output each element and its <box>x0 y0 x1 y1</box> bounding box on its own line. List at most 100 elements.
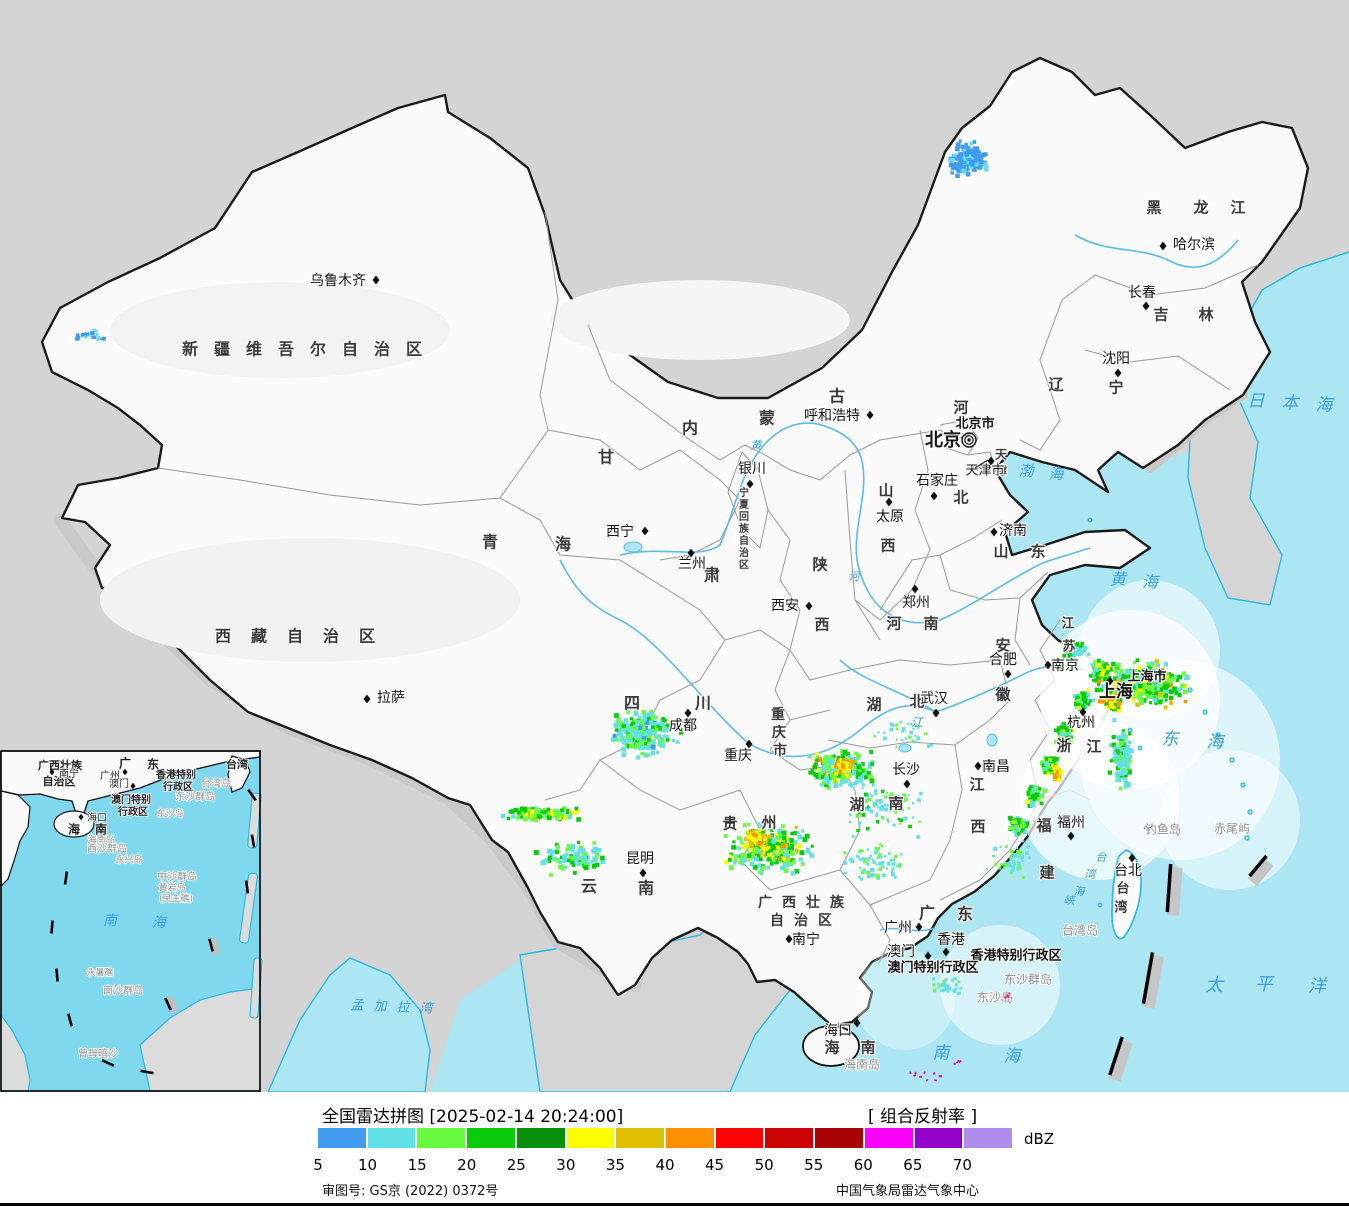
city-marker-diamond <box>974 761 982 771</box>
taiwan-island <box>1111 849 1142 940</box>
province-label-xinjiang: 治 <box>374 340 390 359</box>
city-marker-diamond <box>853 1018 861 1028</box>
province-label-xizang: 自 <box>287 627 303 646</box>
province-label-xinjiang: 维 <box>246 340 262 359</box>
city-marker-diamond <box>372 275 380 285</box>
legend-value-label: 65 <box>903 1156 923 1174</box>
province-label-ningxia: 族 <box>739 522 750 535</box>
product-type-label: [ 组合反射率 ] <box>868 1107 978 1127</box>
city-label-shanghai: 上海 <box>1099 681 1133 702</box>
legend-color-segment <box>666 1128 714 1148</box>
city-label-aomen-sar: 澳门特别行政区 <box>887 960 978 976</box>
city-marker-diamond <box>641 526 649 536</box>
city-marker-diamond <box>1079 707 1087 717</box>
province-label-gansu: 肃 <box>704 566 720 585</box>
terrain-tarim <box>110 282 450 378</box>
korea-peninsula <box>1187 397 1283 606</box>
province-label-guangxi: 区 <box>818 913 832 929</box>
city-marker-diamond <box>1004 669 1012 679</box>
city-marker-diamond <box>49 768 55 776</box>
province-label-guangdong: 广 <box>919 904 935 923</box>
legend-value-label: 30 <box>556 1156 576 1174</box>
sea-label-huanghai: 黄 <box>1110 570 1128 589</box>
sea-label-taiwanhaixia: 台 <box>1096 851 1108 864</box>
province-label-neimenggu: 内 <box>682 419 698 438</box>
offshore-islands <box>1087 517 1253 908</box>
province-label-hunan: 湖 <box>849 796 864 814</box>
legend-value-label: 55 <box>804 1156 824 1174</box>
city-marker-diamond <box>746 479 754 489</box>
legend-color-segment <box>765 1128 814 1148</box>
inset-hainan <box>53 810 95 838</box>
sea-label-taipingyang: 平 <box>1255 974 1275 995</box>
city-label-lasa: 拉萨 <box>377 690 405 706</box>
province-label-guangxi: 壮 <box>806 894 820 911</box>
city-label-changchun: 长春 <box>1128 285 1156 301</box>
legend-value-label: 70 <box>952 1156 972 1174</box>
province-label-hubei: 湖 <box>866 696 881 714</box>
inset-label: 东沙岛 <box>156 808 183 820</box>
province-label-xizang: 治 <box>323 627 339 646</box>
province-label-ningxia: 自 <box>739 534 749 547</box>
province-label-tianjin: 天 <box>995 448 1008 462</box>
legend-value-label: 10 <box>358 1156 378 1174</box>
province-label-guangxi: 广 <box>758 894 772 911</box>
nine-dash-line-layer <box>1108 854 1274 1082</box>
province-label-chongqing: 市 <box>773 742 787 759</box>
sea-label-ribenhai: 海 <box>1316 396 1336 416</box>
province-label-liaoning: 宁 <box>1108 379 1123 397</box>
province-label-hunan: 南 <box>888 795 903 813</box>
province-label-xizang: 区 <box>359 627 375 646</box>
inset-label: 台湾 <box>226 757 248 771</box>
city-label-shenyang: 沈阳 <box>1102 351 1130 367</box>
map-labels-layer: 新疆维吾尔自治区西藏自治区青 海甘肃内蒙古宁夏回族自治区 陕西山西河北山 东河 南安徽江… <box>76 197 1336 1082</box>
province-label-ningxia: 治 <box>739 546 749 559</box>
legend-value-label: 25 <box>506 1156 526 1174</box>
province-label-gansu: 甘 <box>598 448 614 467</box>
legend-value-label: 35 <box>605 1156 625 1174</box>
inset-taiwan <box>227 755 251 793</box>
island-label: 东沙群岛 <box>1004 972 1052 987</box>
province-label-hainan: 南 <box>860 1039 875 1057</box>
province-label-hainan: 海 <box>824 1039 839 1057</box>
sea-label-mengjialawan: 加 <box>373 1000 388 1015</box>
island-label: 赤尾屿 <box>1214 822 1250 836</box>
city-label-hangzhou: 杭州 <box>1067 715 1095 731</box>
sea-label-huanghe-he: 河 <box>849 570 862 583</box>
legend-color-segment <box>516 1128 565 1148</box>
province-label-jilin: 吉 <box>1153 306 1168 324</box>
city-label-wuhan: 武汉 <box>920 691 948 707</box>
province-label-guizhou: 贵 <box>722 815 737 833</box>
legend-color-segment <box>566 1128 615 1148</box>
island-label: 台湾岛 <box>1062 923 1098 938</box>
inset-label: 海南岛 <box>87 834 114 846</box>
province-label-guangxi: 族 <box>830 894 845 911</box>
inset-label: 海口 <box>87 811 107 824</box>
province-label-henan: 南 <box>923 615 938 633</box>
sea-label-taipingyang: 太 <box>1205 975 1225 996</box>
province-label-sichuan: 四 <box>624 694 640 713</box>
legend-color-segment <box>467 1128 515 1148</box>
province-label-fujian: 建 <box>1039 864 1055 882</box>
province-label-shandong: 山 <box>993 543 1008 561</box>
city-marker-diamond <box>363 694 371 704</box>
city-label-haerbin: 哈尔滨 <box>1173 237 1215 253</box>
inset-label: 广西壮族 <box>38 758 83 772</box>
city-label-beijing-shi: 北京市 <box>955 416 994 432</box>
inset-china-coast <box>0 750 261 814</box>
province-label-heilongjiang: 龙 <box>1192 199 1208 217</box>
city-marker-diamond <box>130 782 136 790</box>
province-label-liaoning: 辽 <box>1048 376 1063 394</box>
city-marker-diamond <box>1106 676 1114 686</box>
inset-label: 南 <box>95 822 107 837</box>
province-label-jiangxi: 西 <box>970 818 985 836</box>
city-marker-diamond <box>885 497 893 507</box>
province-label-anhui: 安 <box>995 637 1010 655</box>
inset-label: 澳门 <box>109 777 129 790</box>
province-label-guangdong: 东 <box>957 905 973 924</box>
sea-label-taiwanhaixia: 海 <box>1074 885 1087 898</box>
province-label-jiangxi: 江 <box>969 776 984 794</box>
city-marker-diamond <box>805 601 813 611</box>
